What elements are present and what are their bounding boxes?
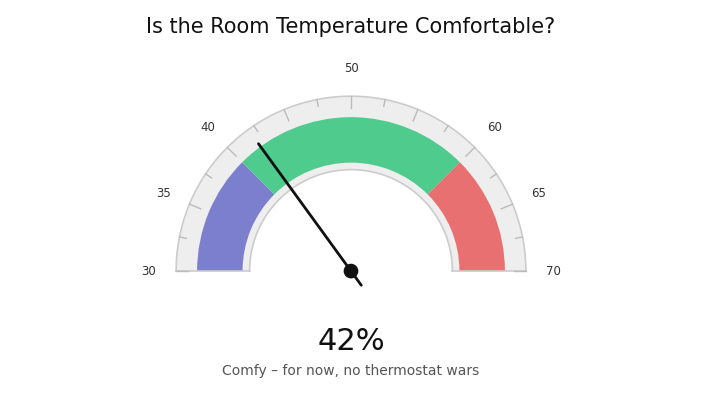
Text: 42%: 42% xyxy=(317,327,385,356)
Text: Comfy – for now, no thermostat wars: Comfy – for now, no thermostat wars xyxy=(223,364,479,378)
Text: 65: 65 xyxy=(531,187,546,200)
Wedge shape xyxy=(428,162,505,271)
Text: 35: 35 xyxy=(157,187,171,200)
Text: 70: 70 xyxy=(546,264,562,278)
Wedge shape xyxy=(242,117,460,195)
Text: 30: 30 xyxy=(141,264,156,278)
Text: 40: 40 xyxy=(200,121,215,134)
Text: 50: 50 xyxy=(343,62,359,75)
Wedge shape xyxy=(197,162,274,271)
Circle shape xyxy=(345,264,357,278)
Text: 60: 60 xyxy=(487,121,502,134)
Text: Is the Room Temperature Comfortable?: Is the Room Temperature Comfortable? xyxy=(147,17,555,37)
Wedge shape xyxy=(176,96,526,271)
